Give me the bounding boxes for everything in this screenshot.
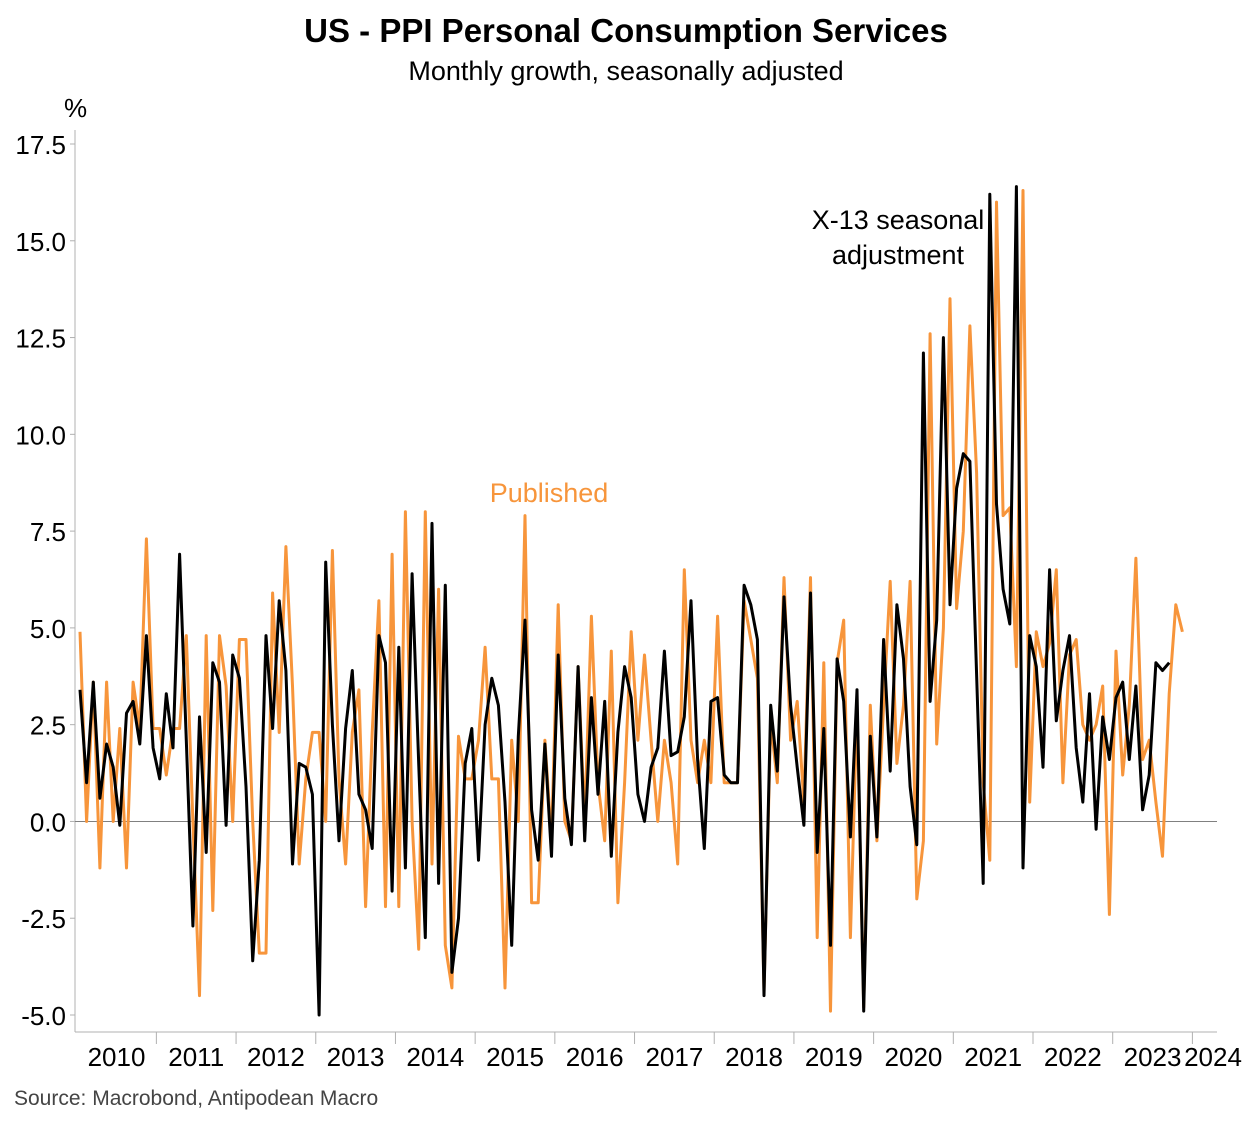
x-tick-label: 2012 bbox=[247, 1042, 305, 1072]
axes bbox=[74, 130, 1217, 1033]
x-tick-label: 2014 bbox=[406, 1042, 464, 1072]
x-tick-label: 2017 bbox=[645, 1042, 703, 1072]
x-tick-label: 2022 bbox=[1044, 1042, 1102, 1072]
series-layer bbox=[78, 185, 1184, 1017]
published-annotation: Published bbox=[490, 478, 609, 508]
x13-annotation-line2: adjustment bbox=[832, 240, 965, 270]
y-axis-unit-label: % bbox=[64, 93, 87, 123]
y-tick-label: 17.5 bbox=[15, 130, 66, 160]
chart-subtitle: Monthly growth, seasonally adjusted bbox=[408, 56, 843, 86]
x-axis-ticks: 2010 2011 2012 2013 2014 2015 2016 2017 2018 2019… bbox=[88, 1032, 1242, 1072]
x-tick-label: 2015 bbox=[486, 1042, 544, 1072]
y-tick-label: 5.0 bbox=[30, 614, 66, 644]
x-tick-label: 2019 bbox=[805, 1042, 863, 1072]
y-tick-label: 7.5 bbox=[30, 517, 66, 547]
x-tick-label: 2023 bbox=[1124, 1042, 1182, 1072]
y-axis-ticks: 17.5 15.0 12.5 10.0 7.5 5.0 2.5 0.0 -2.5 -5.0 bbox=[15, 130, 75, 1031]
x-tick-label: 2010 bbox=[88, 1042, 146, 1072]
y-tick-label: 15.0 bbox=[15, 227, 66, 257]
chart-title: US - PPI Personal Consumption Services bbox=[304, 12, 948, 49]
x-tick-label: 2016 bbox=[566, 1042, 624, 1072]
y-tick-label: 2.5 bbox=[30, 711, 66, 741]
published-series-line bbox=[78, 189, 1184, 1013]
x-tick-label: 2024 bbox=[1184, 1042, 1242, 1072]
source-note: Source: Macrobond, Antipodean Macro bbox=[14, 1087, 378, 1110]
y-tick-label: -2.5 bbox=[21, 904, 66, 934]
x13-series-line bbox=[78, 185, 1171, 1017]
x-tick-label: 2020 bbox=[885, 1042, 943, 1072]
y-tick-label: 0.0 bbox=[30, 807, 66, 837]
y-tick-label: 12.5 bbox=[15, 324, 66, 354]
x-tick-label: 2018 bbox=[725, 1042, 783, 1072]
y-tick-label: -5.0 bbox=[21, 1001, 66, 1031]
y-tick-label: 10.0 bbox=[15, 420, 66, 450]
x-tick-label: 2011 bbox=[168, 1042, 224, 1072]
x13-annotation-line1: X-13 seasonal bbox=[812, 205, 985, 235]
x-tick-label: 2013 bbox=[327, 1042, 385, 1072]
x-tick-label: 2021 bbox=[964, 1042, 1022, 1072]
